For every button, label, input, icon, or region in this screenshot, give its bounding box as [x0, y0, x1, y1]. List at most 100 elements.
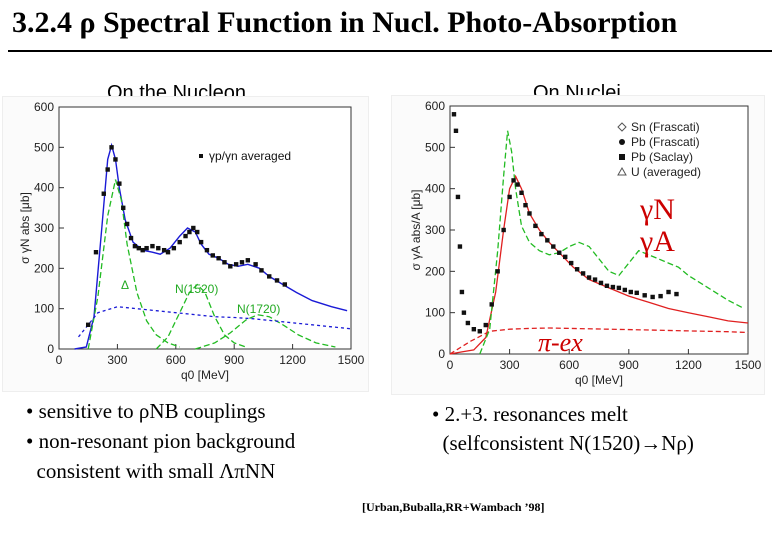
data-point — [233, 262, 239, 267]
data-point — [674, 291, 679, 297]
legend-marker — [619, 139, 625, 145]
data-point — [121, 205, 126, 211]
series-line-non-resonant — [77, 306, 352, 338]
data-point — [616, 285, 622, 291]
y-axis-label: σ γN abs [μb] — [18, 192, 32, 264]
left-bullet-3: consistent with small ΛπNN — [26, 459, 276, 483]
y-axis-label: σ γA abs/A [μb] — [409, 189, 423, 270]
nucleon-plot: 0 300 600 900 1200 1500 0 100 200 300 400 500 600 q0 … — [2, 96, 369, 392]
data-point — [171, 245, 177, 251]
slide-title: 3.2.4 ρ Spectral Function in Nucl. Photo… — [12, 6, 678, 39]
data-point — [195, 229, 200, 235]
data-point — [650, 294, 655, 300]
gamma-n-label: γN — [640, 193, 675, 226]
y-tick-label: 300 — [425, 223, 445, 237]
data-point — [574, 267, 580, 272]
data-point — [551, 244, 556, 249]
x-tick-label: 1200 — [675, 358, 702, 372]
data-point — [239, 260, 245, 265]
legend-label: Pb (Frascati) — [631, 135, 700, 149]
plot-frame — [449, 105, 749, 355]
data-point — [598, 280, 604, 286]
pi-ex-label: π-ex — [538, 328, 583, 357]
data-point — [545, 238, 550, 243]
data-point — [622, 287, 628, 293]
data-point — [511, 178, 516, 183]
annotation-label: N(1720) — [237, 302, 280, 316]
data-point — [453, 128, 459, 133]
data-point — [124, 221, 130, 227]
x-tick-label: 600 — [559, 358, 579, 372]
y-tick-label: 600 — [34, 100, 54, 114]
legend-marker — [617, 122, 627, 132]
data-point — [136, 245, 142, 251]
x-tick-label: 1500 — [338, 353, 365, 367]
left-bullet-2: • non-resonant pion background — [26, 429, 296, 453]
data-point — [228, 264, 233, 269]
data-point — [216, 256, 221, 261]
data-point — [177, 239, 182, 245]
x-tick-label: 1500 — [735, 358, 762, 372]
data-point — [459, 289, 465, 295]
y-tick-label: 100 — [34, 302, 54, 316]
data-point — [527, 211, 532, 216]
data-point — [568, 260, 574, 266]
x-tick-label: 600 — [166, 353, 186, 367]
data-point — [580, 271, 586, 276]
data-point — [563, 254, 568, 260]
data-point — [140, 247, 145, 253]
legend-label: U (averaged) — [631, 165, 701, 179]
data-point — [455, 194, 461, 200]
data-point — [117, 181, 122, 186]
data-point — [210, 253, 215, 258]
x-tick-label: 0 — [56, 353, 63, 367]
gamma-a-label: γA — [640, 225, 675, 258]
x-tick-label: 1200 — [279, 353, 306, 367]
data-point — [259, 268, 264, 273]
y-tick-label: 500 — [425, 140, 445, 154]
data-point — [523, 203, 528, 208]
data-point — [461, 310, 467, 315]
data-point — [507, 194, 512, 200]
data-point — [477, 329, 482, 334]
annotation-label: N(1520) — [175, 282, 218, 296]
y-tick-label: 200 — [425, 264, 445, 278]
data-point — [495, 269, 500, 274]
y-tick-label: 200 — [34, 261, 54, 275]
data-point — [586, 275, 592, 280]
nuclei-plot-svg: 0 300 600 900 1200 15000100200300400500600q0 … — [409, 99, 762, 387]
data-point — [501, 227, 506, 233]
data-point — [191, 225, 196, 231]
data-point — [658, 293, 663, 299]
left-bullet-1: • sensitive to ρNB couplings — [26, 399, 266, 423]
data-point — [457, 244, 463, 249]
legend-marker — [199, 154, 203, 158]
right-bullet-1: • 2.+3. resonances melt — [432, 402, 628, 426]
data-point — [109, 145, 114, 150]
series-line-n-1720- — [195, 314, 336, 350]
data-point — [187, 229, 192, 235]
y-tick-label: 400 — [425, 182, 445, 196]
plot-frame — [58, 106, 352, 350]
data-point — [222, 260, 227, 265]
data-point — [666, 289, 671, 295]
x-axis-label: q0 [MeV] — [181, 368, 229, 382]
legend-marker — [619, 154, 625, 160]
x-tick-label: 300 — [107, 353, 127, 367]
data-point — [515, 182, 520, 187]
data-point — [150, 243, 155, 249]
x-tick-label: 300 — [500, 358, 520, 372]
legend-label: Pb (Saclay) — [631, 150, 693, 164]
y-tick-label: 100 — [425, 306, 445, 320]
data-point — [539, 231, 544, 237]
data-point — [533, 223, 538, 229]
data-point — [86, 322, 91, 327]
data-point — [471, 327, 477, 332]
right-bullets: • 2.+3. resonances melt (selfconsistent … — [432, 399, 694, 457]
data-point — [113, 157, 118, 162]
series-line-- — [87, 179, 180, 350]
x-tick-label: 900 — [224, 353, 244, 367]
data-point — [183, 233, 188, 239]
x-tick-label: 0 — [447, 358, 454, 372]
y-tick-label: 400 — [34, 181, 54, 195]
